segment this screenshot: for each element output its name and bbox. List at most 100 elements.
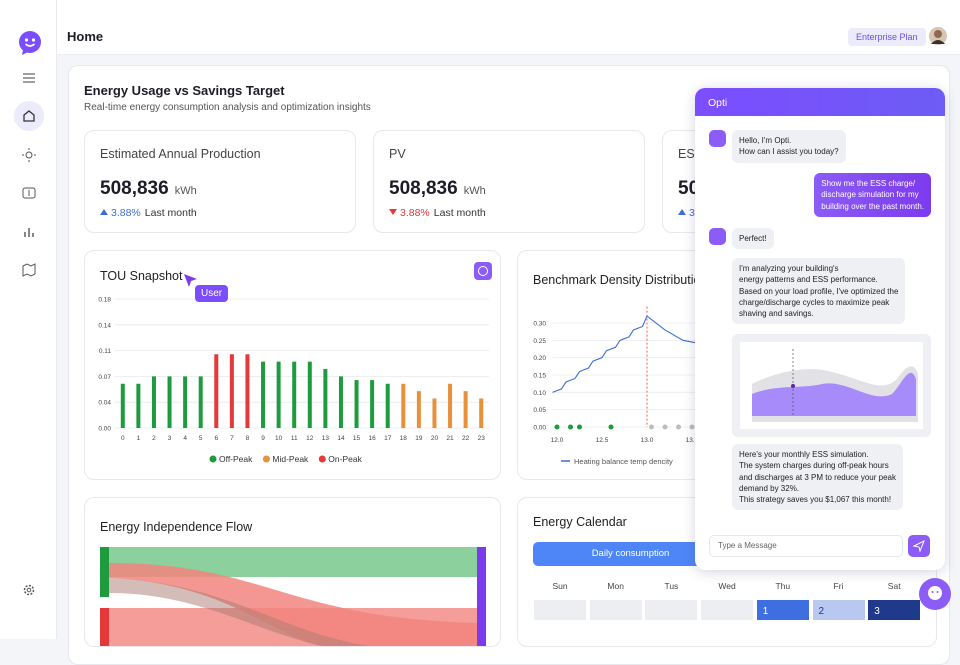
- weekday-label: Thu: [775, 581, 791, 591]
- stat-change: 3.88%: [111, 207, 141, 219]
- bar: [354, 380, 359, 428]
- send-button[interactable]: [908, 535, 930, 557]
- chat-input[interactable]: Type a Message: [709, 535, 903, 557]
- x-tick-label: 10: [275, 435, 283, 442]
- flow-card: Energy Independence Flow: [84, 497, 501, 647]
- bar: [261, 361, 266, 428]
- bar: [198, 376, 203, 428]
- bar: [432, 398, 437, 428]
- stat-unit: kWh: [463, 185, 486, 197]
- menu-button[interactable]: [14, 63, 44, 93]
- calendar-cell: [534, 600, 586, 620]
- main-subtitle: Real-time energy consumption analysis an…: [84, 102, 371, 113]
- trend-arrow: [100, 209, 108, 215]
- bar: [214, 354, 219, 428]
- stat-label: PV: [389, 147, 406, 161]
- weekday-label: Wed: [718, 581, 736, 591]
- tou-title: TOU Snapshot: [100, 269, 183, 283]
- stat-unit: kWh: [174, 185, 197, 197]
- x-tick-label: 9: [261, 435, 265, 442]
- stat-card: PV 508,836 kWh 3.88% Last month: [373, 130, 645, 233]
- calendar-cell: [645, 600, 698, 620]
- weekday-label: Fri: [833, 581, 844, 591]
- bar: [401, 383, 406, 428]
- x-tick-label: 12.0: [551, 437, 564, 444]
- legend-label: On-Peak: [328, 454, 362, 464]
- settings-nav[interactable]: [14, 575, 44, 605]
- x-tick-label: 21: [446, 435, 454, 442]
- bar: [448, 383, 453, 428]
- chat-panel: Opti Hello, I'm Opti. How can I assist y…: [695, 88, 945, 570]
- x-tick-label: 8: [246, 435, 250, 442]
- weekday-label: Sun: [552, 581, 568, 591]
- y-tick-label: 0.11: [99, 348, 112, 355]
- weekday-label: Tus: [664, 581, 679, 591]
- x-tick-label: 2: [152, 435, 156, 442]
- y-tick-label: 0.18: [98, 297, 111, 304]
- stat-label: Estimated Annual Production: [100, 147, 261, 161]
- map-nav[interactable]: [14, 255, 44, 285]
- x-tick-label: 12: [306, 435, 314, 442]
- bar: [151, 376, 156, 428]
- avatar[interactable]: [929, 27, 947, 45]
- rug-dot: [554, 424, 560, 430]
- stat-value: 508,836: [100, 178, 169, 199]
- bar: [370, 380, 375, 428]
- legend-swatch: [209, 455, 217, 463]
- simulation-chart: [732, 334, 931, 437]
- bot-avatar: [709, 228, 726, 245]
- rug-dot: [676, 424, 681, 430]
- rug-dot: [577, 424, 582, 430]
- x-tick-label: 1: [137, 435, 141, 442]
- bar: [416, 391, 421, 428]
- y-tick-label: 0.20: [533, 355, 546, 362]
- y-tick-label: 0.14: [98, 322, 111, 329]
- home-nav[interactable]: [14, 101, 44, 131]
- bar: [245, 354, 250, 428]
- x-tick-label: 13.0: [641, 437, 654, 444]
- cursor-label: User: [195, 285, 229, 302]
- chat-fab[interactable]: [919, 578, 951, 610]
- x-tick-label: 11: [291, 435, 298, 442]
- bar: [479, 398, 484, 428]
- stat-change: 3.88%: [400, 207, 430, 219]
- bar: [120, 383, 125, 428]
- weekday-label: Sat: [887, 581, 901, 591]
- sun-nav[interactable]: [14, 140, 44, 170]
- x-tick-label: 20: [431, 435, 439, 442]
- rug-dot: [662, 424, 668, 430]
- bar: [338, 376, 343, 428]
- trend-arrow: [389, 209, 397, 215]
- calendar-day[interactable]: 2: [812, 600, 865, 620]
- x-tick-label: 15: [353, 435, 361, 442]
- bar: [292, 361, 297, 428]
- chat-message: I'm analyzing your building's energy pat…: [732, 258, 906, 325]
- bar: [276, 361, 281, 428]
- chat-toggle[interactable]: [474, 262, 492, 280]
- x-tick-label: 6: [214, 435, 218, 442]
- rug-dot: [649, 424, 654, 430]
- legend-label: Off-Peak: [219, 454, 253, 464]
- logo[interactable]: [18, 31, 42, 55]
- x-tick-label: 18: [400, 435, 408, 442]
- rug-dot: [689, 424, 695, 430]
- calendar-day[interactable]: 3: [868, 600, 921, 620]
- chart-nav[interactable]: [14, 217, 44, 247]
- bot-avatar: [709, 130, 726, 147]
- bar: [463, 391, 468, 428]
- tou-chart: 0.000.040.070.110.140.180 1 2 3 4 5 6 7 8 9 10 11 12…: [98, 297, 489, 464]
- stat-value-row: 508,836 kWh: [100, 178, 197, 200]
- cost-nav[interactable]: [14, 178, 44, 208]
- chat-message: Show me the ESS charge/ discharge simula…: [814, 173, 931, 217]
- chat-header: Opti: [695, 88, 945, 116]
- calendar-day[interactable]: 1: [756, 600, 809, 620]
- x-tick-label: 4: [183, 435, 187, 442]
- y-tick-label: 0.30: [533, 321, 546, 328]
- legend-swatch: [318, 455, 326, 463]
- plan-badge[interactable]: Enterprise Plan: [848, 28, 926, 46]
- bar: [136, 383, 141, 428]
- stat-card: Estimated Annual Production 508,836 kWh 3.8…: [84, 130, 356, 233]
- x-tick-label: 13.5: [686, 437, 699, 444]
- rug-dot: [568, 424, 573, 430]
